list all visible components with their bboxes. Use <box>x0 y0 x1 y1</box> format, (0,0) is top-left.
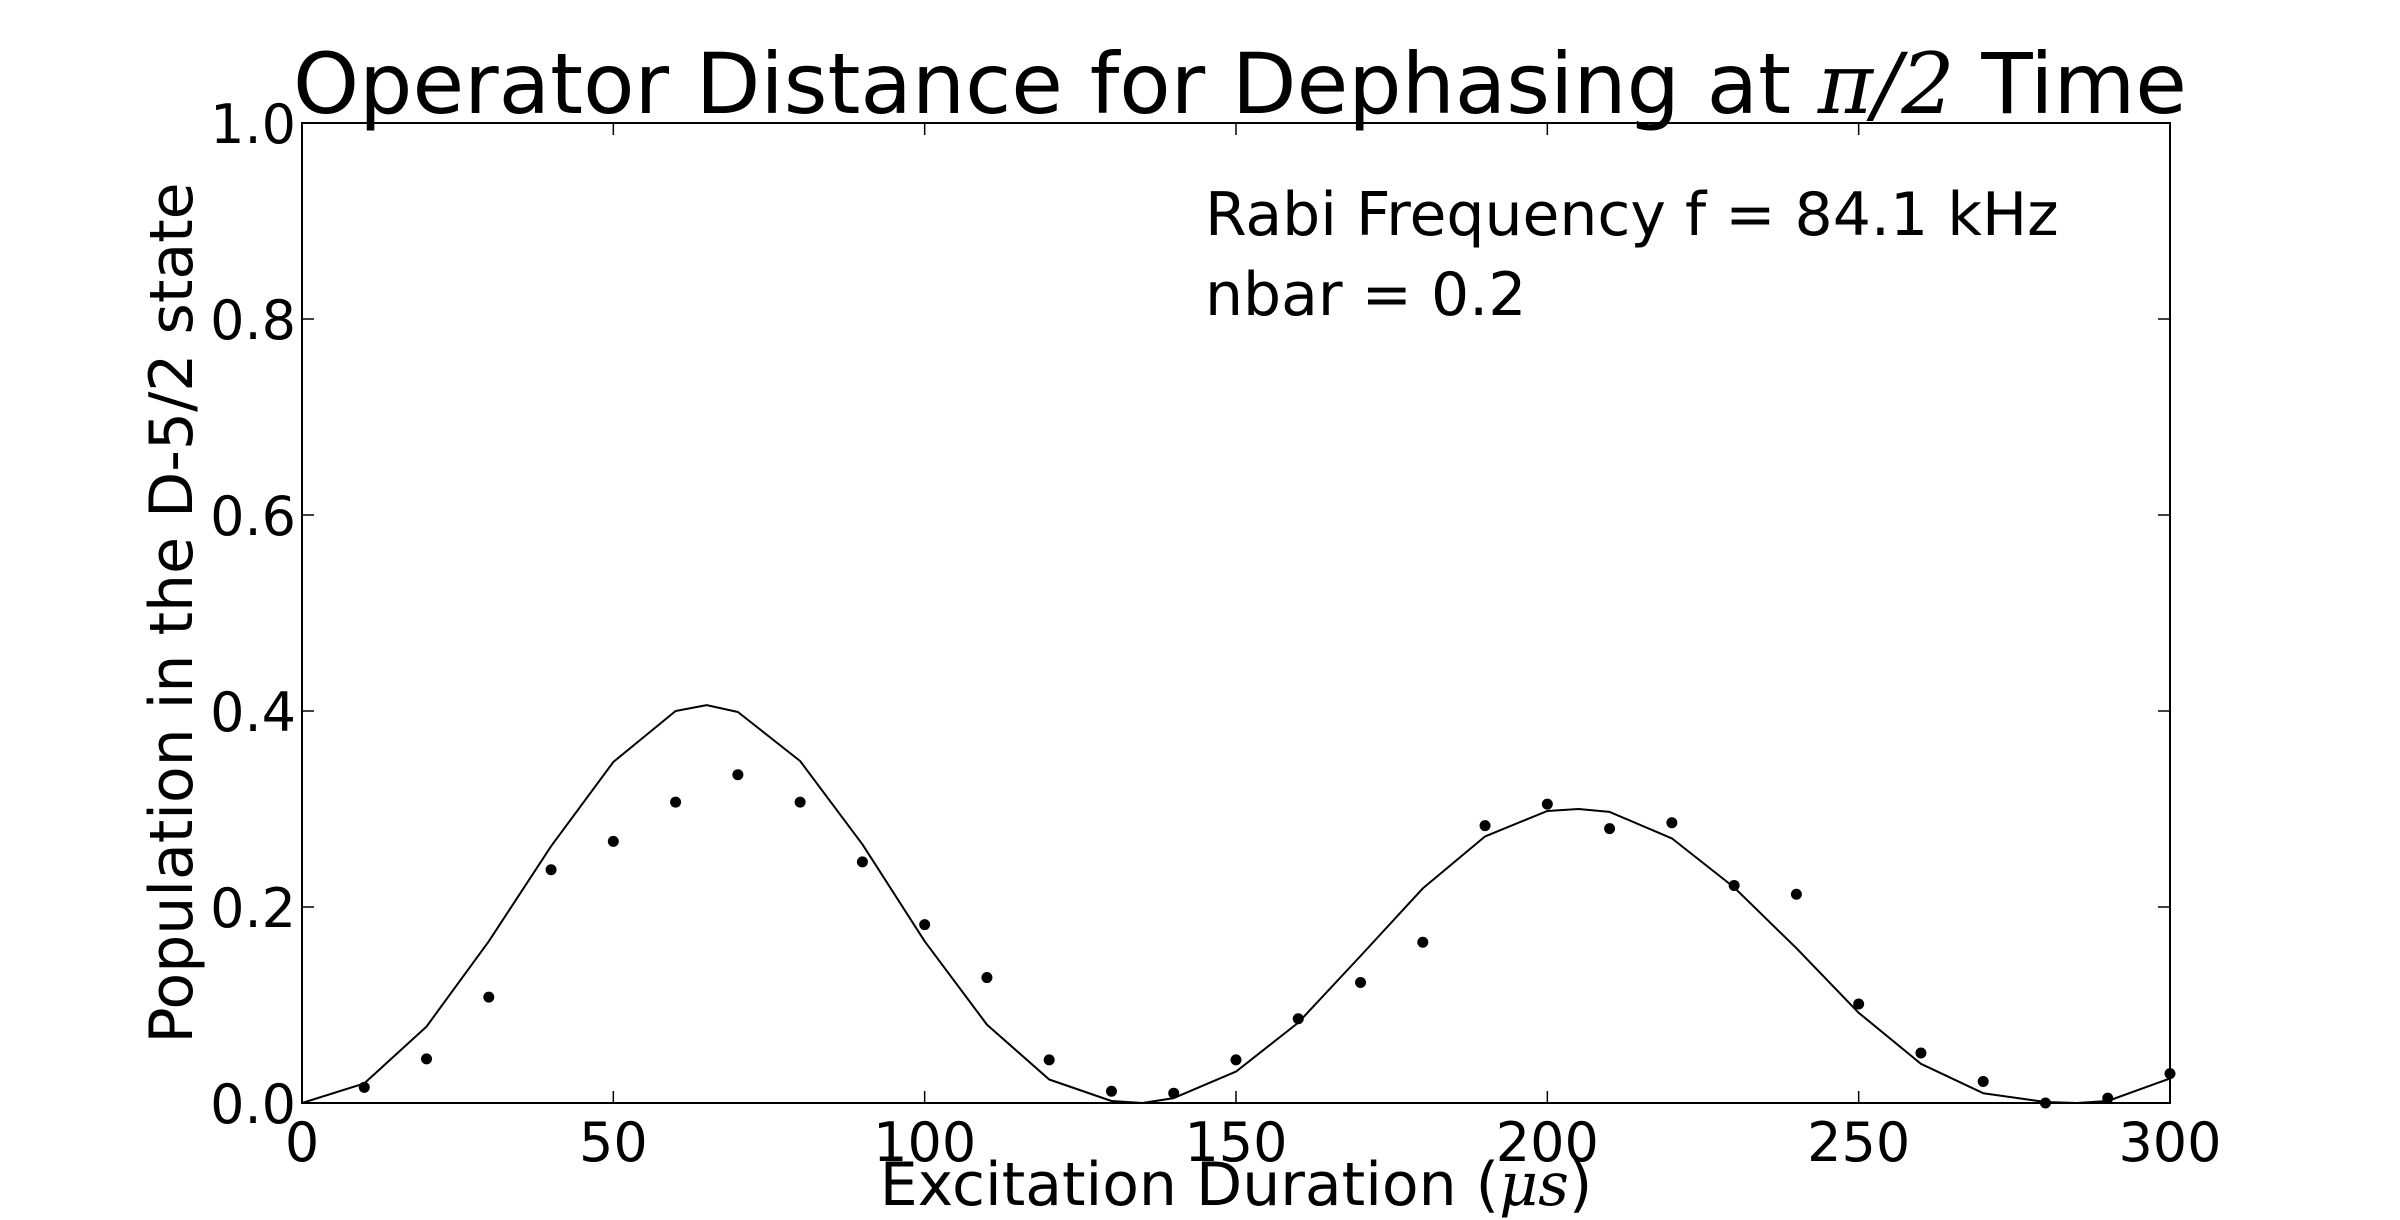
x-tick-label: 0 <box>285 1111 319 1174</box>
x-tick-label: 50 <box>579 1111 648 1174</box>
data-point <box>1728 879 1740 891</box>
x-tick-label: 200 <box>1496 1111 1599 1174</box>
x-tick-label: 300 <box>2118 1111 2221 1174</box>
data-point <box>2102 1092 2114 1104</box>
x-axis-label-suffix: ) <box>1569 1150 1592 1220</box>
data-point <box>1541 798 1553 810</box>
data-point <box>732 769 744 781</box>
data-point <box>545 864 557 876</box>
data-point <box>1853 998 1865 1010</box>
data-point <box>607 835 619 847</box>
data-point <box>856 856 868 868</box>
chart-title-prefix: Operator Distance for Dephasing at <box>293 35 1818 133</box>
data-point <box>1666 817 1678 829</box>
chart-title-math: π/2 <box>1817 35 1955 133</box>
data-point <box>1915 1047 1927 1059</box>
data-point <box>670 796 682 808</box>
y-tick-label: 0.6 <box>210 485 296 548</box>
data-point <box>1292 1013 1304 1025</box>
fit-curve-series <box>301 704 2171 1104</box>
annotation-rabi-frequency: Rabi Frequency f = 84.1 kHz <box>1205 180 2059 250</box>
data-point <box>2164 1068 2176 1080</box>
y-tick-label: 0.4 <box>210 681 296 744</box>
data-point <box>1604 823 1616 835</box>
data-point <box>981 972 993 984</box>
x-axis-label: Excitation Duration (μs) <box>880 1150 1593 1220</box>
data-point <box>1355 976 1367 988</box>
y-axis-ticks: 0.0 0.2 0.4 0.6 0.8 1.0 <box>210 93 2170 1136</box>
data-point <box>358 1081 370 1093</box>
data-point <box>421 1053 433 1065</box>
data-point <box>2039 1097 2051 1109</box>
data-point <box>1417 936 1429 948</box>
x-tick-label: 150 <box>1184 1111 1287 1174</box>
x-axis-label-prefix: Excitation Duration ( <box>880 1150 1499 1220</box>
data-markers-series <box>358 769 2176 1109</box>
data-point <box>1479 820 1491 832</box>
x-axis-ticks: 0 50 100 150 200 250 300 <box>285 123 2222 1174</box>
x-axis-label-math: μs <box>1499 1150 1569 1220</box>
data-point <box>1790 888 1802 900</box>
annotation-nbar: nbar = 0.2 <box>1205 260 1526 330</box>
y-tick-label: 0.0 <box>210 1073 296 1136</box>
y-tick-label: 1.0 <box>210 93 296 156</box>
y-axis-label: Population in the D-5/2 state <box>137 182 207 1043</box>
chart-title: Operator Distance for Dephasing at π/2 T… <box>293 35 2187 133</box>
data-point <box>1977 1075 1989 1087</box>
data-point <box>483 991 495 1003</box>
y-tick-label: 0.8 <box>210 289 296 352</box>
data-point <box>1043 1054 1055 1066</box>
data-point <box>919 919 931 931</box>
data-point <box>1105 1085 1117 1097</box>
data-point <box>1168 1087 1180 1099</box>
chart-title-suffix: Time <box>1955 35 2187 133</box>
data-point <box>1230 1054 1242 1066</box>
fit-curve-line <box>301 704 2171 1104</box>
y-tick-label: 0.2 <box>210 877 296 940</box>
x-tick-label: 100 <box>873 1111 976 1174</box>
x-tick-label: 250 <box>1807 1111 1910 1174</box>
data-point <box>794 796 806 808</box>
